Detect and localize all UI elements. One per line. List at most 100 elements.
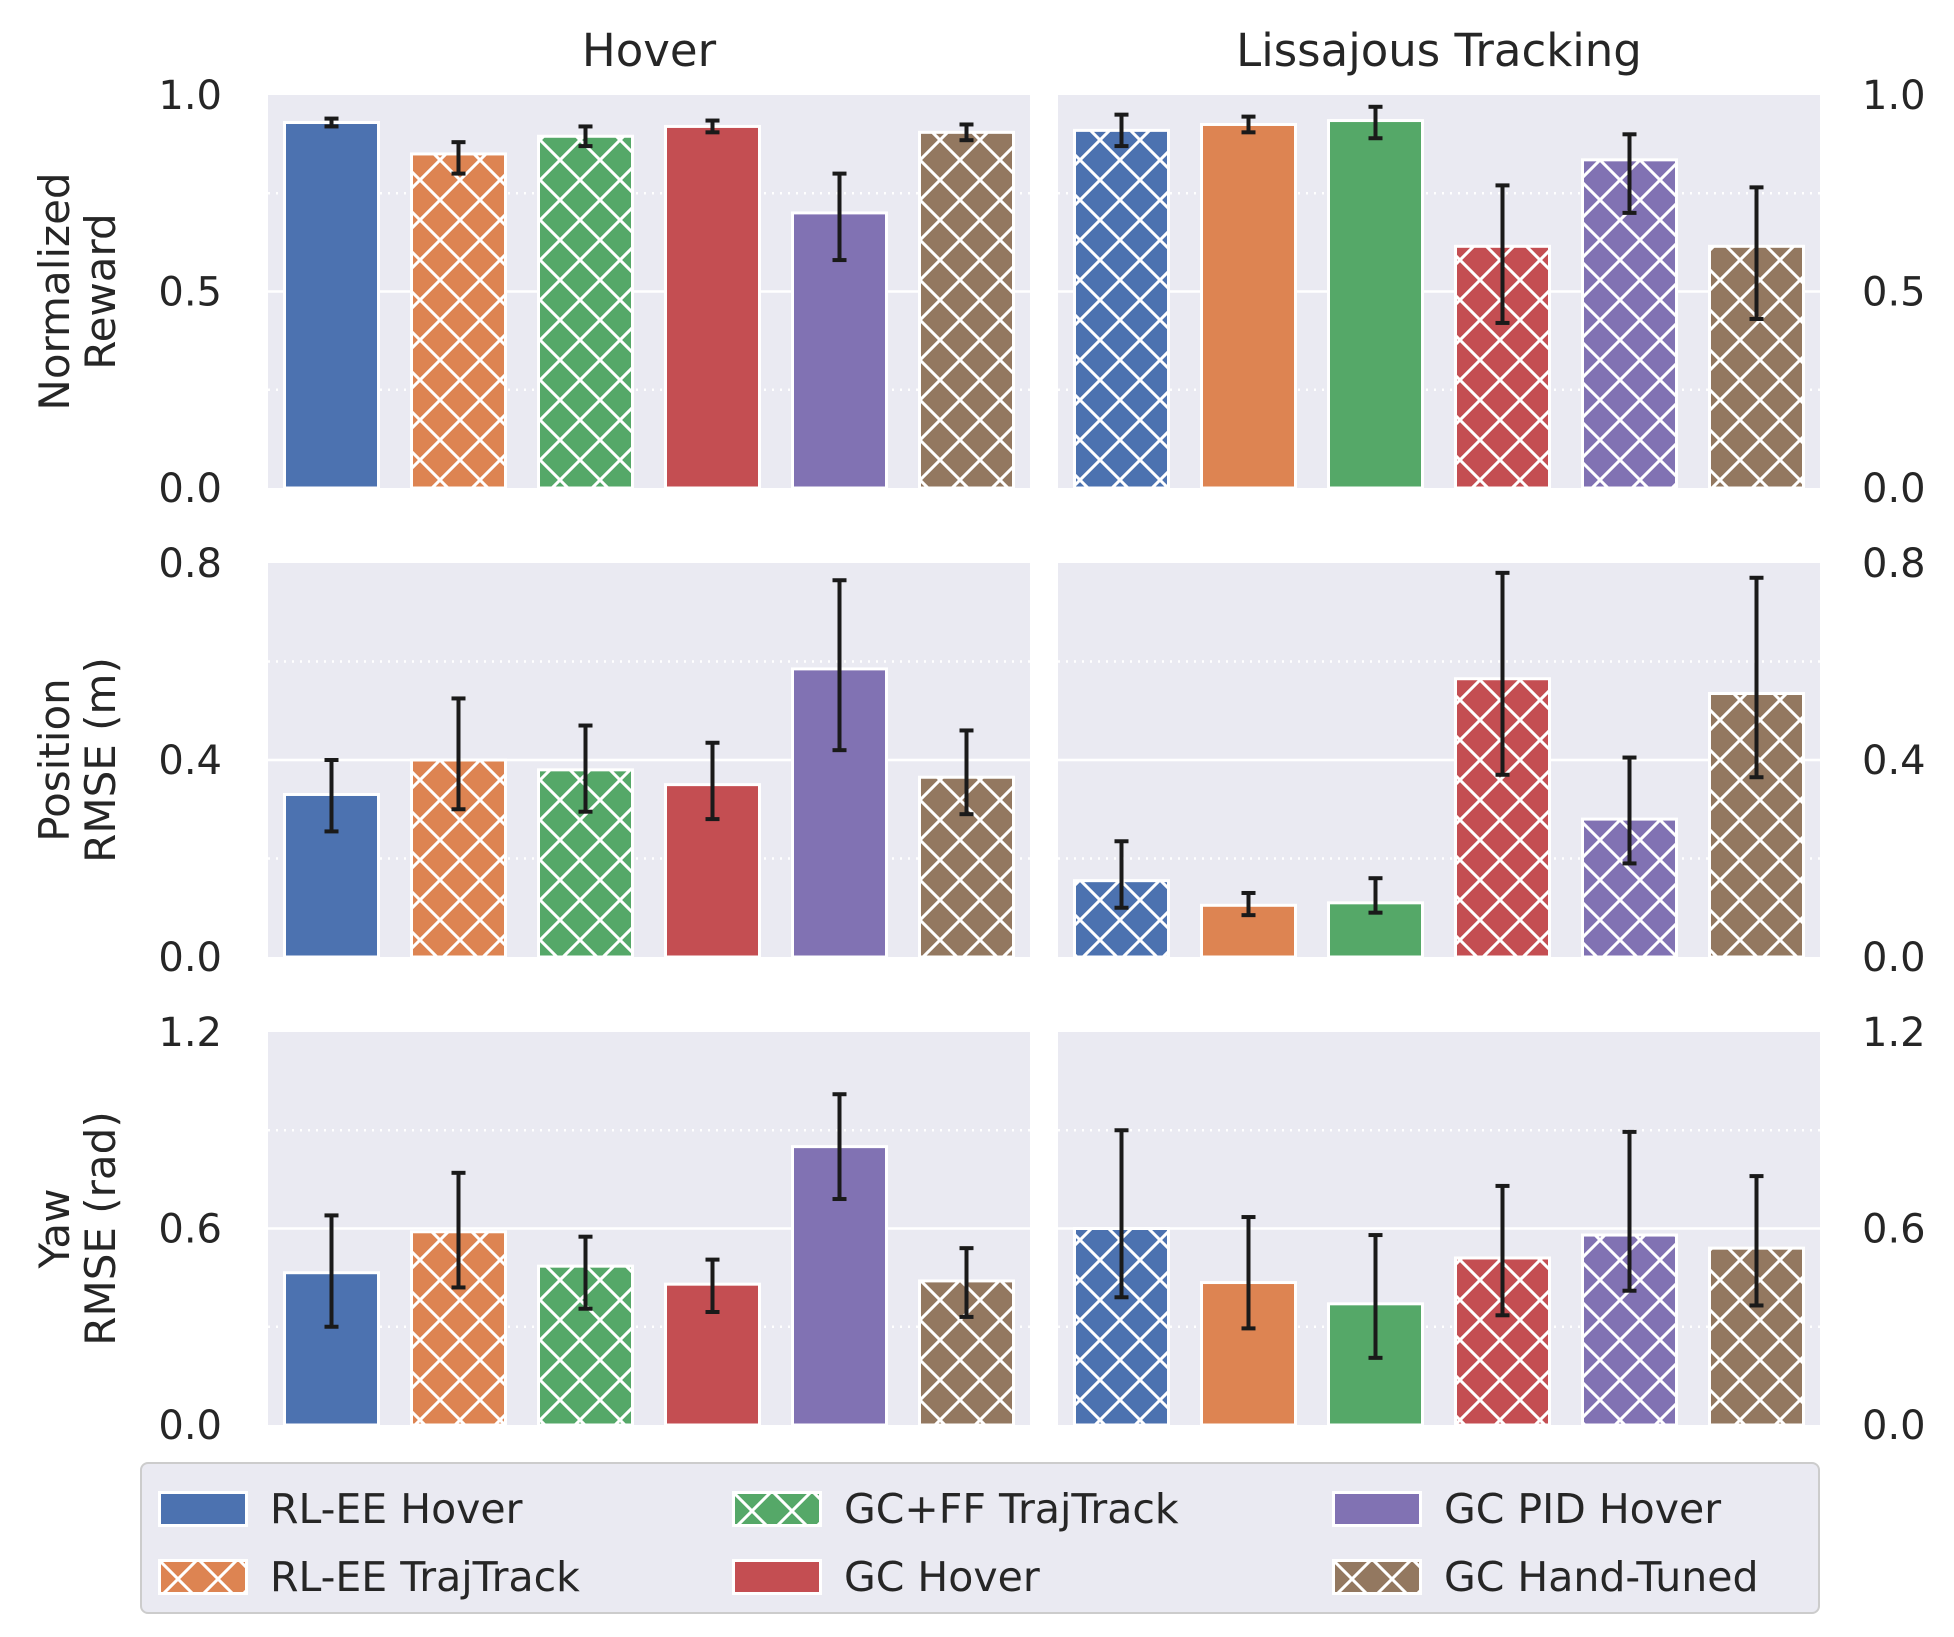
error-bar-gc-hover <box>1495 183 1510 325</box>
bar-rl-ee-trajtrack <box>1200 122 1297 490</box>
ylabel-line: RMSE (m) <box>76 657 125 863</box>
ytick-right: 1.0 <box>1862 73 1926 119</box>
error-bar-gc-pid-hover <box>832 1092 847 1202</box>
ylabel-line: Reward <box>76 213 125 369</box>
legend-item-gc-hover: GC Hover <box>732 1552 1040 1602</box>
ytick-right: 0.5 <box>1862 270 1926 316</box>
legend: RL-EE Hover RL-EE TrajTrack GC+FF TrajTrac… <box>140 1462 1820 1614</box>
ytick-left: 0.5 <box>158 270 222 316</box>
error-bar-gc-ff-trajtrack <box>1368 1233 1383 1360</box>
error-bar-gc-pid-hover <box>832 578 847 753</box>
error-bar-gc-ff-trajtrack <box>1368 876 1383 915</box>
bar-gc-hand-tuned <box>918 130 1015 490</box>
ytick-left: 0.0 <box>158 466 222 512</box>
error-bar-gc-ff-trajtrack <box>578 124 593 149</box>
ytick-left: 0.8 <box>158 541 222 587</box>
error-bar-rl-ee-hover <box>1114 112 1129 149</box>
ylabel-line: Yaw <box>30 1189 79 1270</box>
panel-hover-row-2 <box>268 563 1030 959</box>
panel-lissajous-row-3 <box>1058 1032 1820 1427</box>
error-bar-gc-hover <box>705 1257 720 1315</box>
error-bar-gc-pid-hover <box>1622 132 1637 215</box>
legend-swatch <box>1332 1491 1422 1527</box>
ytick-right: 0.8 <box>1862 541 1926 587</box>
ytick-right: 0.0 <box>1862 466 1926 512</box>
legend-label: RL-EE Hover <box>270 1485 523 1533</box>
error-bar-gc-hand-tuned <box>1749 1174 1764 1308</box>
legend-label: GC Hover <box>844 1553 1040 1601</box>
ylabel-line: Position <box>30 678 79 842</box>
ytick-right: 1.2 <box>1862 1010 1926 1056</box>
error-bar-gc-ff-trajtrack <box>578 723 593 814</box>
error-bar-rl-ee-trajtrack <box>451 1170 466 1290</box>
panel-lissajous-row-2 <box>1058 563 1820 959</box>
error-bar-rl-ee-hover <box>324 1213 339 1329</box>
ytick-left: 1.2 <box>158 1010 222 1056</box>
legend-item-gc-ff-trajtrack: GC+FF TrajTrack <box>732 1484 1179 1534</box>
ytick-right: 0.0 <box>1862 1403 1926 1449</box>
ylabel-line: Normalized <box>30 172 79 410</box>
column-title-hover: Hover <box>582 24 717 77</box>
legend-label: GC+FF TrajTrack <box>844 1485 1179 1533</box>
panel-lissajous-row-1 <box>1058 95 1820 490</box>
bar-gc-ff-trajtrack <box>1327 119 1424 490</box>
panel-hover-row-1 <box>268 95 1030 490</box>
error-bar-gc-hand-tuned <box>1749 575 1764 780</box>
error-bar-gc-ff-trajtrack <box>578 1234 593 1311</box>
legend-item-gc-hand-tuned: GC Hand-Tuned <box>1332 1552 1758 1602</box>
error-bar-gc-hover <box>705 118 720 135</box>
legend-swatch <box>158 1491 248 1527</box>
error-bar-gc-hand-tuned <box>959 728 974 817</box>
legend-swatch <box>158 1559 248 1595</box>
error-bar-gc-hand-tuned <box>959 1246 974 1319</box>
error-bar-gc-ff-trajtrack <box>1368 104 1383 141</box>
panel-hover-row-3 <box>268 1032 1030 1427</box>
error-bar-rl-ee-trajtrack <box>1241 114 1256 135</box>
ytick-left: 1.0 <box>158 73 222 119</box>
ytick-left: 0.0 <box>158 935 222 981</box>
legend-swatch <box>732 1559 822 1595</box>
bar-gc-pid-hover <box>791 211 888 490</box>
bar-gc-hand-tuned <box>1708 244 1805 490</box>
error-bar-gc-hand-tuned <box>959 122 974 143</box>
error-bar-gc-hover <box>705 740 720 822</box>
legend-swatch <box>1332 1559 1422 1595</box>
bar-rl-ee-trajtrack <box>410 152 507 490</box>
legend-item-gc-pid-hover: GC PID Hover <box>1332 1484 1721 1534</box>
legend-item-rl-ee-hover: RL-EE Hover <box>158 1484 523 1534</box>
legend-swatch <box>732 1491 822 1527</box>
error-bar-gc-pid-hover <box>832 171 847 263</box>
error-bar-rl-ee-hover <box>1114 839 1129 910</box>
error-bar-rl-ee-trajtrack <box>451 696 466 812</box>
error-bar-gc-hand-tuned <box>1749 185 1764 322</box>
error-bar-rl-ee-hover <box>1114 1128 1129 1300</box>
error-bar-rl-ee-trajtrack <box>451 140 466 176</box>
column-title-lissajous-tracking: Lissajous Tracking <box>1236 24 1642 77</box>
ylabel-line: RMSE (rad) <box>76 1111 125 1345</box>
ytick-left: 0.6 <box>158 1207 222 1253</box>
bar-gc-hover <box>664 124 761 490</box>
ytick-right: 0.6 <box>1862 1207 1926 1253</box>
ytick-left: 0.0 <box>158 1403 222 1449</box>
legend-item-rl-ee-trajtrack: RL-EE TrajTrack <box>158 1552 580 1602</box>
error-bar-gc-hover <box>1495 570 1510 777</box>
bar-rl-ee-hover <box>283 121 380 490</box>
error-bar-rl-ee-hover <box>324 116 339 129</box>
error-bar-gc-hover <box>1495 1183 1510 1318</box>
legend-label: GC PID Hover <box>1444 1485 1722 1533</box>
error-bar-gc-pid-hover <box>1622 755 1637 866</box>
error-bar-gc-pid-hover <box>1622 1129 1637 1293</box>
ytick-right: 0.0 <box>1862 935 1926 981</box>
legend-label: RL-EE TrajTrack <box>270 1553 580 1601</box>
error-bar-rl-ee-trajtrack <box>1241 1215 1256 1331</box>
ytick-left: 0.4 <box>158 738 222 784</box>
error-bar-rl-ee-trajtrack <box>1241 890 1256 918</box>
ytick-right: 0.4 <box>1862 738 1926 784</box>
legend-label: GC Hand-Tuned <box>1444 1553 1759 1601</box>
error-bar-rl-ee-hover <box>324 758 339 834</box>
